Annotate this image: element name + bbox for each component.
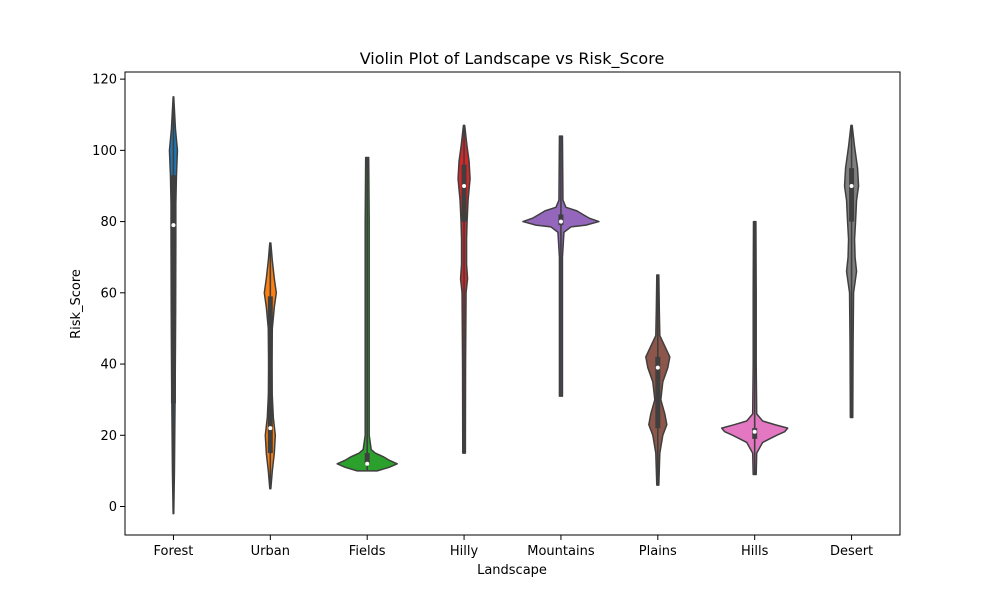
y-tick-label: 60	[100, 286, 117, 301]
median-hills	[752, 429, 757, 434]
y-tick-label: 100	[92, 144, 117, 159]
y-tick-label: 120	[92, 73, 117, 88]
plot-frame	[124, 71, 901, 536]
y-axis: 0 20 40 60 80 100 120	[92, 73, 125, 515]
x-tick-label: Forest	[153, 544, 193, 559]
median-urban	[268, 426, 273, 431]
median-hilly	[462, 183, 467, 188]
x-tick-label: Hills	[741, 544, 769, 559]
plot-background	[125, 72, 900, 535]
y-tick-label: 20	[100, 429, 117, 444]
x-axis-label: Landscape	[477, 563, 547, 578]
median-mountains	[558, 219, 563, 224]
median-fields	[365, 461, 370, 466]
median-forest	[171, 223, 176, 228]
y-tick-label: 40	[100, 358, 117, 373]
chart-title: Violin Plot of Landscape vs Risk_Score	[360, 49, 665, 69]
x-tick-label: Hilly	[450, 544, 479, 559]
x-tick-label: Desert	[830, 544, 873, 559]
x-tick-label: Plains	[639, 544, 677, 559]
median-desert	[849, 183, 854, 188]
median-plains	[655, 365, 660, 370]
y-axis-label: Risk_Score	[69, 269, 84, 339]
y-tick-label: 80	[100, 215, 117, 230]
x-axis: Forest Urban Fields Hilly Mountains Plains Hil…	[153, 535, 873, 559]
x-tick-label: Fields	[349, 544, 386, 559]
x-tick-label: Mountains	[527, 544, 595, 559]
y-tick-label: 0	[109, 500, 117, 515]
violins-group	[168, 96, 860, 515]
x-tick-label: Urban	[251, 544, 290, 559]
